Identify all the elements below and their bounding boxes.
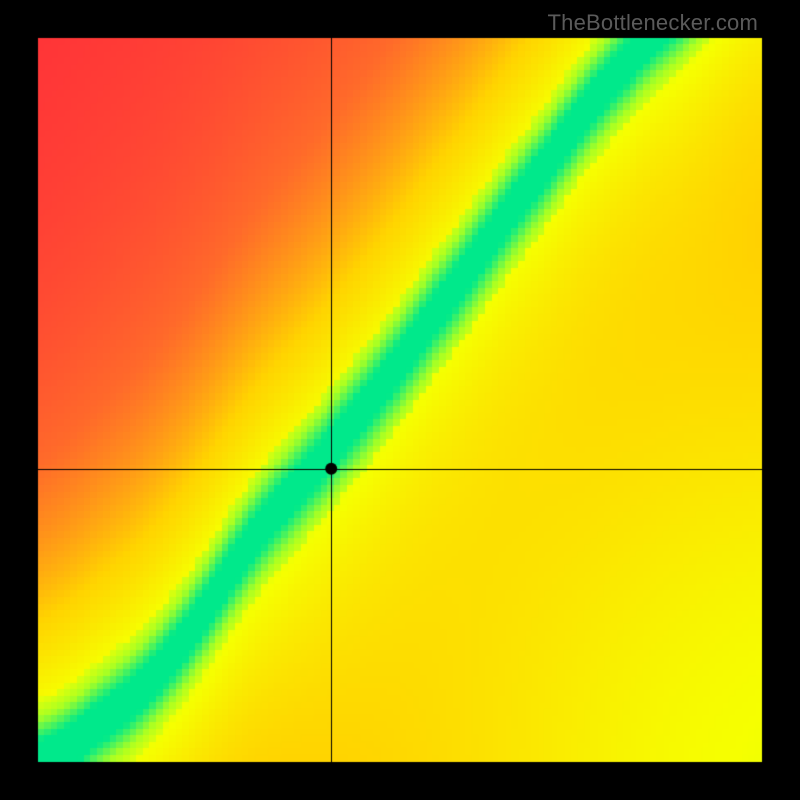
watermark-label: TheBottlenecker.com	[548, 10, 758, 36]
bottleneck-heatmap	[0, 0, 800, 800]
chart-container: TheBottlenecker.com	[0, 0, 800, 800]
